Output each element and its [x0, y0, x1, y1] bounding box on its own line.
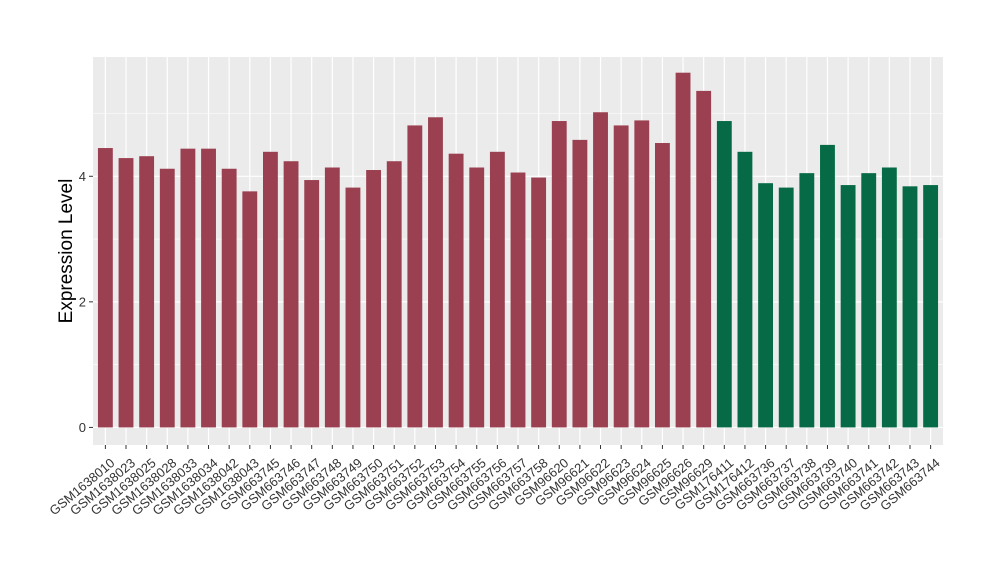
- bar: [428, 117, 443, 428]
- bar: [861, 173, 877, 428]
- bar: [180, 148, 196, 428]
- bar: [489, 151, 505, 428]
- bars: [97, 72, 939, 428]
- bar: [283, 161, 299, 428]
- bar: [304, 180, 320, 428]
- bar: [469, 167, 485, 428]
- bar: [159, 168, 175, 428]
- bar: [407, 125, 423, 428]
- bar: [551, 121, 567, 428]
- bar: [778, 187, 794, 428]
- bar: [386, 161, 402, 428]
- bar: [139, 156, 155, 428]
- bar: [242, 191, 258, 428]
- bar: [97, 148, 113, 428]
- bar: [366, 170, 382, 428]
- bar: [572, 139, 588, 428]
- bar: [654, 143, 670, 428]
- bar: [902, 186, 918, 428]
- bar: [221, 168, 237, 428]
- bar: [675, 72, 691, 428]
- bar: [510, 172, 526, 428]
- bar: [923, 185, 939, 428]
- bar: [881, 167, 897, 428]
- bar: [118, 158, 134, 428]
- bar: [201, 148, 216, 428]
- y-tick-label: 4: [79, 169, 86, 184]
- x-axis: GSM1638010GSM1638023GSM1638025GSM1638028…: [46, 445, 943, 518]
- bar: [448, 153, 464, 428]
- bar: [716, 121, 732, 428]
- bar: [696, 90, 712, 428]
- bar: [593, 112, 608, 428]
- bar: [799, 173, 815, 428]
- bar: [634, 120, 650, 428]
- bar: [324, 167, 340, 428]
- bar: [263, 151, 278, 428]
- bar: [345, 187, 361, 428]
- y-tick-label: 2: [79, 294, 86, 309]
- bar: [737, 151, 753, 428]
- y-axis-label: Expression Level: [56, 179, 77, 324]
- y-tick-label: 0: [79, 420, 86, 435]
- y-axis: 0 2 4: [79, 169, 93, 435]
- bar: [758, 183, 773, 428]
- bar: [531, 177, 547, 428]
- bar: [820, 144, 835, 428]
- bar: [613, 125, 629, 428]
- bar: [840, 185, 856, 428]
